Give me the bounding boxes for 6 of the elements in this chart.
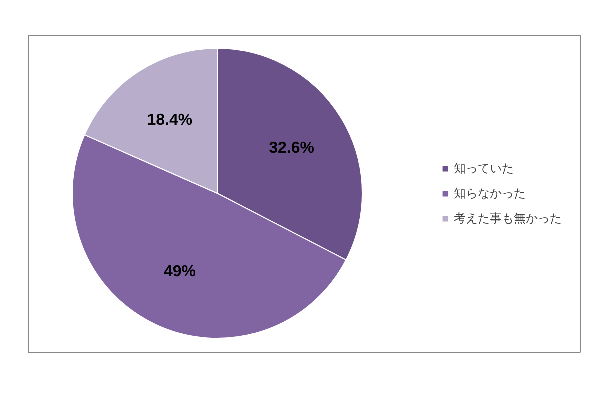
data-label: 18.4% [147, 112, 193, 130]
legend-label: 考えた事も無かった [454, 210, 562, 227]
legend-label: 知っていた [454, 160, 514, 177]
data-label: 32.6% [269, 140, 315, 157]
data-label: 49% [164, 263, 196, 280]
legend-label: 知らなかった [454, 185, 526, 202]
